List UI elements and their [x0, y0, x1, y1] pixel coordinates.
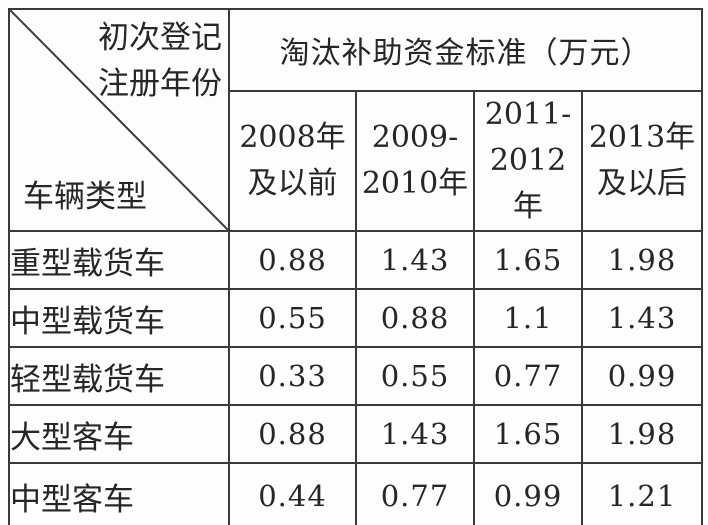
cell-value: 0.77 — [473, 346, 583, 406]
corner-bottom-label: 车辆类型 — [23, 179, 147, 215]
cell-value: 0.88 — [228, 404, 357, 464]
header-row-main: 初次登记 注册年份 车辆类型 淘汰补助资金标准（万元） — [8, 8, 703, 232]
corner-cell: 初次登记 注册年份 车辆类型 — [8, 8, 230, 232]
cell-value: 1.43 — [581, 288, 703, 348]
table-row-heavy-truck: 重型载货车 0.88 1.43 1.65 1.98 — [8, 230, 703, 290]
cell-value: 0.99 — [581, 346, 703, 406]
cell-value: 0.44 — [228, 462, 357, 525]
cell-value: 0.55 — [355, 346, 475, 406]
cell-value: 1.65 — [473, 404, 583, 464]
row-label-large-bus: 大型客车 — [8, 404, 230, 464]
main-header-title: 淘汰补助资金标准（万元） — [228, 8, 703, 92]
cell-value: 0.99 — [473, 462, 583, 525]
table-row-light-truck: 轻型载货车 0.33 0.55 0.77 0.99 — [8, 346, 703, 406]
column-header-2008-and-before: 2008年 及以前 — [228, 90, 357, 232]
subsidy-table: 初次登记 注册年份 车辆类型 淘汰补助资金标准（万元） 2008年 及以前 20… — [8, 8, 703, 525]
column-header-2011-2012: 2011- 2012年 — [473, 90, 583, 232]
cell-value: 1.21 — [581, 462, 703, 525]
column-header-2009-2010: 2009- 2010年 — [355, 90, 475, 232]
row-label-medium-bus: 中型客车 — [8, 462, 230, 525]
diagonal-divider-line — [10, 10, 228, 230]
cell-value: 1.65 — [473, 230, 583, 290]
cell-value: 1.43 — [355, 230, 475, 290]
cell-value: 1.43 — [355, 404, 475, 464]
cell-value: 0.77 — [355, 462, 475, 525]
table-row-medium-bus: 中型客车 0.44 0.77 0.99 1.21 — [8, 462, 703, 525]
cell-value: 0.55 — [228, 288, 357, 348]
cell-value: 0.88 — [228, 230, 357, 290]
cell-value: 1.1 — [473, 288, 583, 348]
header-row-years: 2008年 及以前 2009- 2010年 2011- 2012年 2013年 … — [9, 90, 703, 232]
row-label-medium-truck: 中型载货车 — [8, 288, 230, 348]
cell-value: 1.98 — [581, 230, 703, 290]
column-header-2013-and-after: 2013年 及以后 — [581, 90, 703, 232]
row-label-light-truck: 轻型载货车 — [8, 346, 230, 406]
row-label-heavy-truck: 重型载货车 — [8, 230, 230, 290]
table-row-medium-truck: 中型载货车 0.55 0.88 1.1 1.43 — [8, 288, 703, 348]
corner-top-label: 初次登记 注册年份 — [98, 20, 222, 102]
table-row-large-bus: 大型客车 0.88 1.43 1.65 1.98 — [8, 404, 703, 464]
cell-value: 0.33 — [228, 346, 357, 406]
cell-value: 0.88 — [355, 288, 475, 348]
cell-value: 1.98 — [581, 404, 703, 464]
